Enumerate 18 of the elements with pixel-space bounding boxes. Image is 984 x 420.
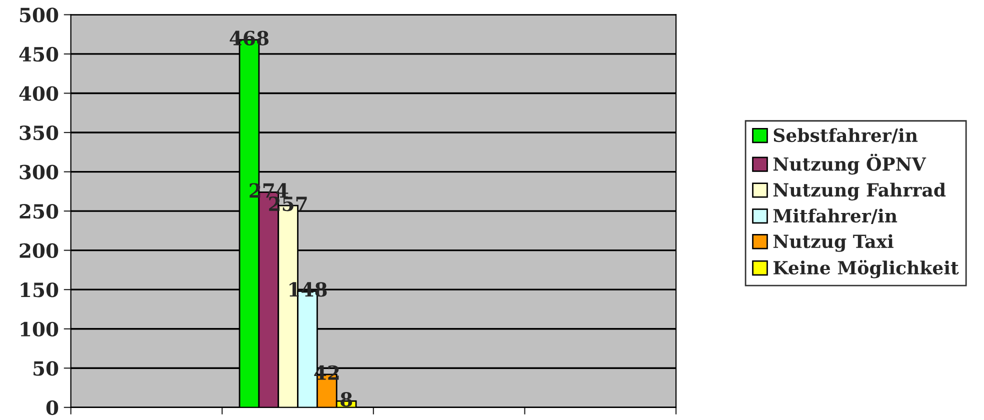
y-tick-label: 500: [20, 8, 58, 22]
legend-label: Sebstfahrer/in: [774, 128, 918, 144]
y-tick-label: 250: [20, 204, 58, 219]
legend-label: Mitfahrer/in: [773, 208, 898, 224]
legend-label: Nutzung Fahrrad: [773, 182, 946, 200]
y-tick-label: 0: [46, 400, 58, 416]
legend-label: Nutzug Taxi: [773, 234, 894, 252]
y-tick-label: 450: [19, 46, 58, 62]
legend-label: Nutzung ÖPNV: [773, 154, 926, 175]
y-tick-label: 50: [34, 361, 58, 376]
y-tick-label: 150: [20, 282, 58, 298]
legend-label: Keine Möglichkeit: [773, 260, 959, 278]
y-tick-label: 200: [20, 243, 58, 258]
y-tick-label: 350: [20, 125, 58, 140]
data-label: 468: [230, 30, 268, 46]
y-tick-label: 300: [20, 164, 58, 180]
y-tick-label: 100: [20, 322, 58, 337]
y-tick-label: 400: [19, 86, 58, 101]
